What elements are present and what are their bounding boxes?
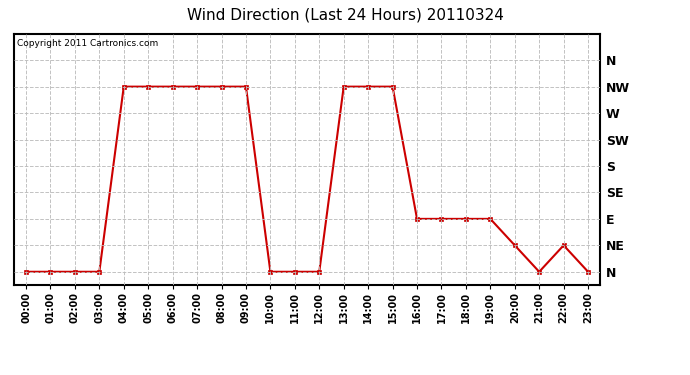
Text: Copyright 2011 Cartronics.com: Copyright 2011 Cartronics.com [17, 39, 158, 48]
Text: Wind Direction (Last 24 Hours) 20110324: Wind Direction (Last 24 Hours) 20110324 [186, 8, 504, 22]
